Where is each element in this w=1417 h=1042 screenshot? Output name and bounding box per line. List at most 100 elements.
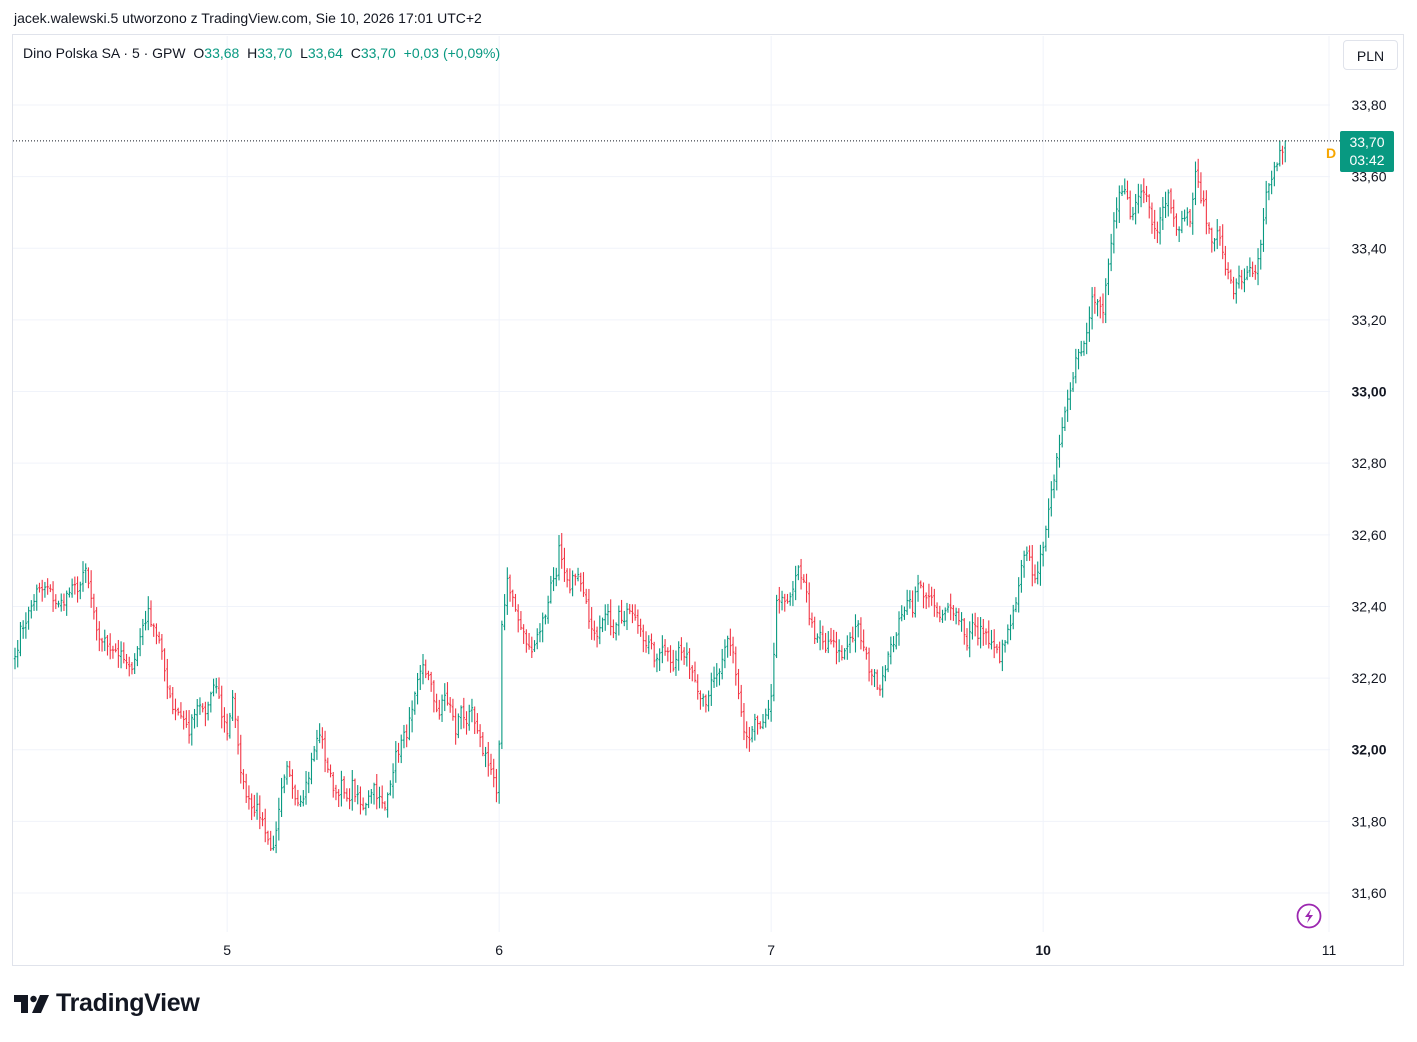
ohlc-bar <box>60 593 63 612</box>
ohlc-bar <box>1270 170 1273 195</box>
close-value: 33,70 <box>360 45 396 61</box>
ohlc-bar <box>149 600 153 627</box>
ohlc-bar <box>307 771 310 794</box>
ohlc-bar <box>432 680 436 713</box>
ohlc-bar <box>65 590 68 616</box>
ohlc-bar <box>995 644 999 654</box>
ohlc-bar <box>98 621 101 652</box>
currency-button[interactable]: PLN <box>1343 40 1398 70</box>
ohlc-bar <box>285 761 289 785</box>
ohlc-bar <box>623 610 626 627</box>
ohlc-bar <box>435 693 438 713</box>
ohlc-bar <box>32 594 36 611</box>
ohlc-bar <box>1090 287 1094 330</box>
ohlc-bar <box>1107 258 1110 296</box>
ohlc-bar <box>128 656 131 677</box>
ohlc-bar <box>865 646 868 660</box>
ohlc-bar <box>1221 224 1224 260</box>
ohlc-bar <box>655 653 659 673</box>
ohlc-bar <box>1281 145 1284 165</box>
ohlc-bar <box>21 620 25 639</box>
y-tick-label: 31,60 <box>1351 885 1386 901</box>
ohlc-bar <box>152 623 155 637</box>
ohlc-bar <box>541 612 544 643</box>
ohlc-bar <box>672 649 675 672</box>
ohlc-bar <box>816 633 819 643</box>
ohlc-bar <box>761 713 765 730</box>
ohlc-bar <box>19 621 22 657</box>
chart-frame <box>12 34 1404 966</box>
ohlc-bar <box>405 724 408 748</box>
dividend-marker[interactable]: D <box>1326 145 1336 161</box>
ohlc-bar <box>1278 140 1281 167</box>
ohlc-bar <box>372 782 376 805</box>
ohlc-bar <box>497 740 501 804</box>
ohlc-bar <box>1028 545 1031 561</box>
ohlc-bar <box>1229 269 1233 284</box>
ohlc-bar <box>903 606 906 620</box>
ohlc-bar <box>729 628 732 656</box>
ohlc-bar <box>701 693 705 707</box>
ohlc-bar <box>111 645 115 659</box>
ohlc-bar <box>944 607 947 621</box>
ohlc-bar <box>185 710 188 728</box>
ohlc-bar <box>1129 190 1132 220</box>
symbol-title[interactable]: Dino Polska SA · 5 · GPW <box>23 45 186 61</box>
ohlc-bar <box>854 614 857 653</box>
ohlc-bar <box>625 602 629 631</box>
ohlc-bar <box>378 786 381 809</box>
ohlc-bar <box>274 821 278 854</box>
ohlc-bar <box>457 713 460 739</box>
ohlc-bar <box>1041 541 1045 567</box>
ohlc-bar <box>642 624 645 653</box>
ohlc-bar <box>225 713 229 741</box>
ohlc-bar <box>49 584 52 593</box>
ohlc-bar <box>1213 238 1216 252</box>
ohlc-bar <box>764 708 767 728</box>
ohlc-bar <box>236 715 240 755</box>
ohlc-bar <box>337 789 340 808</box>
ohlc-bar <box>984 628 988 645</box>
ohlc-bar <box>585 588 588 604</box>
ohlc-bar <box>1052 474 1056 499</box>
ohlc-bar <box>481 732 485 757</box>
ohlc-bar <box>846 635 849 660</box>
ohlc-bar <box>160 634 164 660</box>
ohlc-bar <box>555 567 558 587</box>
ohlc-bar <box>46 578 49 595</box>
tradingview-logo[interactable]: TradingView <box>14 989 200 1018</box>
ohlc-bar <box>1210 227 1213 253</box>
ohlc-bar <box>794 565 797 601</box>
ohlc-bar <box>688 648 691 680</box>
ohlc-bar <box>359 786 362 815</box>
ohlc-bar <box>568 568 572 594</box>
ohlc-bar <box>1267 183 1271 201</box>
ohlc-bar <box>106 634 109 656</box>
ohlc-bar <box>443 683 446 712</box>
ohlc-bar <box>228 712 232 739</box>
ohlc-bar <box>166 658 169 700</box>
ohlc-bar <box>1077 348 1080 370</box>
ohlc-bar <box>495 768 498 803</box>
ohlc-bar <box>397 742 400 763</box>
ohlc-bar <box>993 629 996 659</box>
ohlc-bar <box>938 605 941 623</box>
ohlc-bar <box>1088 306 1091 342</box>
lightning-icon[interactable] <box>1296 903 1322 929</box>
ohlc-bar <box>174 698 177 721</box>
ohlc-bar <box>1216 219 1219 250</box>
y-tick-label: 32,80 <box>1351 455 1386 471</box>
ohlc-bar <box>925 592 928 610</box>
ohlc-bar <box>759 721 762 730</box>
ohlc-bar <box>92 593 96 620</box>
ohlc-bar <box>837 639 841 663</box>
ohlc-bar <box>745 721 748 749</box>
ohlc-bars <box>13 140 1287 854</box>
ohlc-bar <box>503 594 506 631</box>
ohlc-bar <box>81 561 85 592</box>
ohlc-bar <box>653 641 656 668</box>
ohlc-bar <box>533 640 536 652</box>
ohlc-bar <box>1020 559 1023 593</box>
ohlc-bar <box>506 567 509 615</box>
